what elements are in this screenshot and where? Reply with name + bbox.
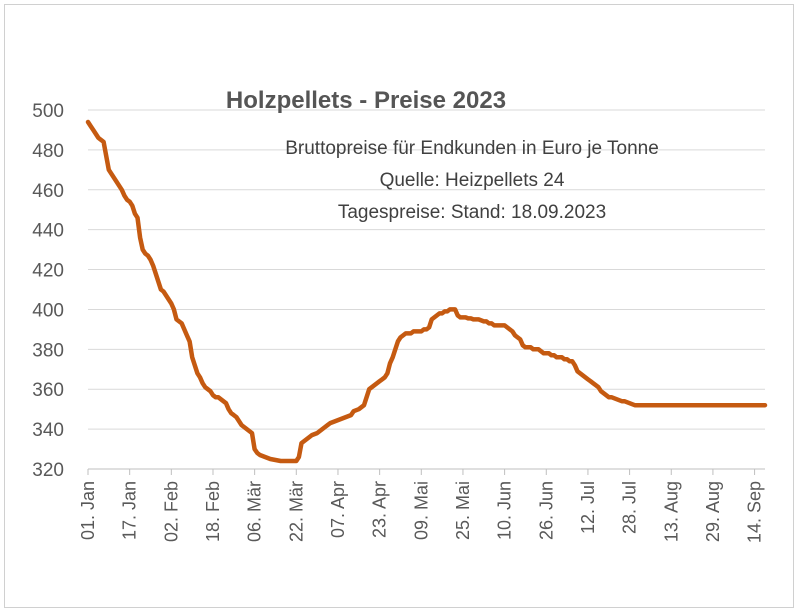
chart-subtitle-line-2: Quelle: Heizpellets 24 xyxy=(380,170,565,191)
x-tick-label: 14. Sep xyxy=(745,481,765,543)
x-tick-label: 23. Apr xyxy=(370,481,390,538)
x-tick-label: 29. Aug xyxy=(703,481,723,542)
chart-subtitle-line-1: Bruttopreise für Endkunden in Euro je To… xyxy=(285,138,659,159)
gridlines xyxy=(88,109,765,470)
x-tick-label: 26. Jun xyxy=(536,481,556,540)
x-tick-label: 17. Jan xyxy=(120,481,140,540)
x-tick-label: 01. Jan xyxy=(78,481,98,540)
y-tick-label: 380 xyxy=(32,340,64,361)
price-series-line xyxy=(85,119,768,464)
x-tick-label: 22. Mär xyxy=(286,481,306,542)
x-tick-label: 10. Jun xyxy=(495,481,515,540)
x-tick-label: 28. Jul xyxy=(620,481,640,534)
x-tick-label: 25. Mai xyxy=(453,481,473,540)
y-tick-label: 460 xyxy=(32,181,64,202)
chart-title: Holzpellets - Preise 2023 xyxy=(226,87,506,114)
chart-subtitle-line-3: Tagespreise: Stand: 18.09.2023 xyxy=(338,202,606,223)
x-tick-label: 07. Apr xyxy=(328,481,348,538)
x-tick-label: 18. Feb xyxy=(203,481,223,542)
y-axis-ticks: 320 340 360 380 400 420 440 460 480 500 xyxy=(32,101,64,481)
x-tick-label: 12. Jul xyxy=(578,481,598,534)
x-tick-label: 13. Aug xyxy=(661,481,681,542)
x-tick-label: 09. Mai xyxy=(411,481,431,540)
y-tick-label: 500 xyxy=(32,101,64,122)
x-tick-label: 02. Feb xyxy=(161,481,181,542)
y-tick-label: 480 xyxy=(32,141,64,162)
y-tick-label: 360 xyxy=(32,380,64,401)
chart-frame xyxy=(4,4,794,608)
y-tick-label: 340 xyxy=(32,420,64,441)
y-tick-label: 400 xyxy=(32,300,64,321)
x-tick-label: 06. Mär xyxy=(245,481,265,542)
y-tick-label: 440 xyxy=(32,221,64,242)
x-axis-ticks: 01. Jan 17. Jan 02. Feb 18. Feb 06. Mär 22. M… xyxy=(78,469,765,543)
y-tick-label: 420 xyxy=(32,261,64,282)
y-tick-label: 320 xyxy=(32,460,64,481)
